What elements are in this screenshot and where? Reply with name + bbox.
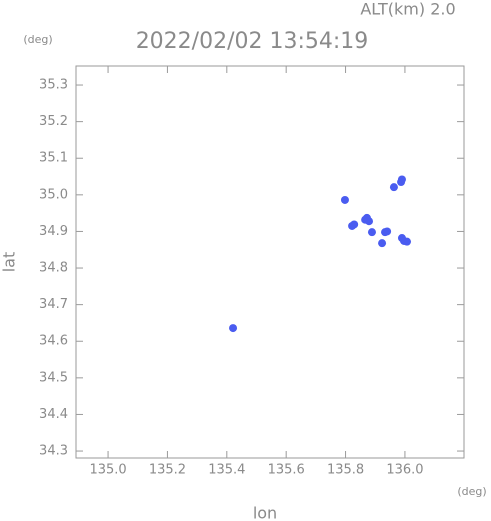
x-tick-label: 135.2 xyxy=(149,463,186,478)
echo-point xyxy=(340,195,349,204)
y-tick-label: 34.8 xyxy=(39,261,68,276)
echo-point xyxy=(350,220,359,229)
y-unit: (deg) xyxy=(23,33,52,46)
echo-point xyxy=(362,213,371,222)
y-tick-label: 34.5 xyxy=(39,370,68,385)
y-axis-label: lat xyxy=(0,252,19,273)
x-tick-label: 135.0 xyxy=(89,463,126,478)
x-tick-label: 135.6 xyxy=(268,463,305,478)
y-tick-label: 35.1 xyxy=(39,151,68,166)
echo-point xyxy=(367,228,376,237)
y-tick-label: 35.0 xyxy=(39,187,68,202)
echo-point xyxy=(378,239,387,248)
plot-frame xyxy=(75,65,465,459)
echo-point xyxy=(229,324,238,333)
x-axis-label: lon xyxy=(253,504,277,521)
y-tick-label: 34.9 xyxy=(39,224,68,239)
echo-point xyxy=(383,227,392,236)
echo-point xyxy=(397,175,406,184)
chart-title: 2022/02/02 13:54:19 xyxy=(136,29,369,54)
y-tick-label: 34.4 xyxy=(39,407,68,422)
echo-point xyxy=(397,234,406,243)
x-tick-label: 135.4 xyxy=(208,463,245,478)
y-tick-label: 34.6 xyxy=(39,334,68,349)
altitude-label: ALT(km) 2.0 xyxy=(360,0,455,19)
y-tick-label: 35.2 xyxy=(39,114,68,129)
y-tick-label: 34.7 xyxy=(39,297,68,312)
x-tick-label: 136.0 xyxy=(386,463,423,478)
y-tick-label: 34.3 xyxy=(39,444,68,459)
echo-point xyxy=(389,183,398,192)
y-tick-label: 35.3 xyxy=(39,78,68,93)
x-tick-label: 135.8 xyxy=(327,463,364,478)
x-unit: (deg) xyxy=(457,485,486,498)
